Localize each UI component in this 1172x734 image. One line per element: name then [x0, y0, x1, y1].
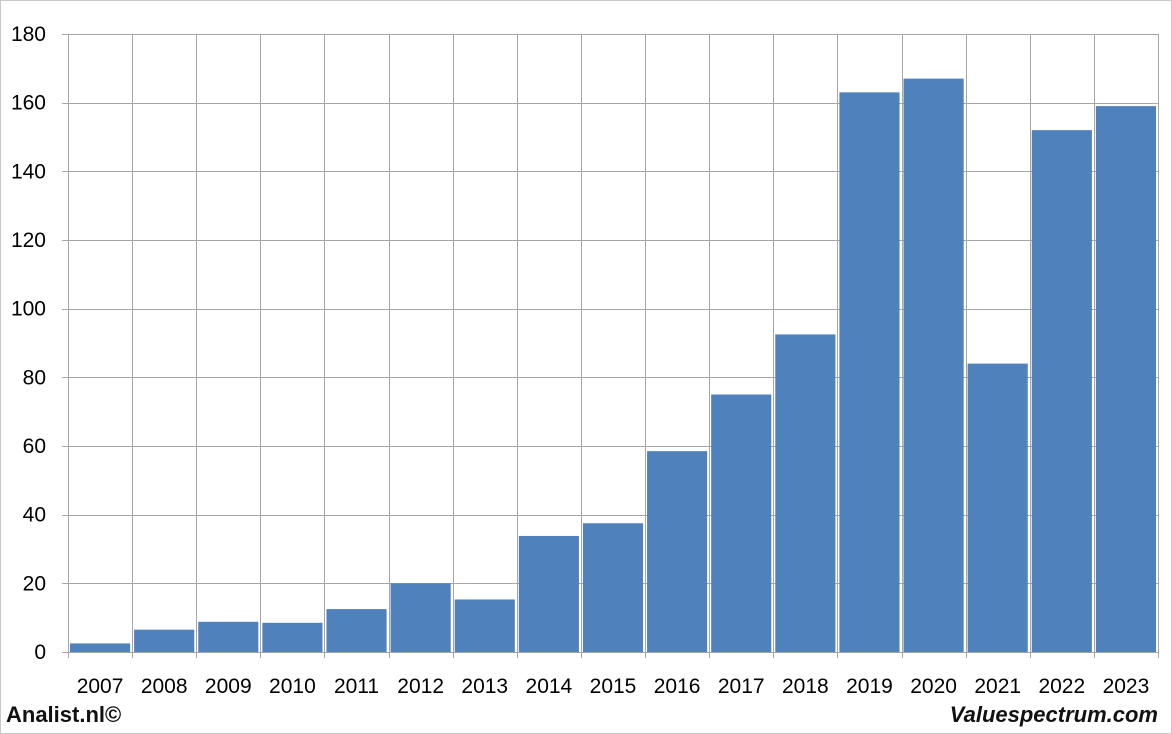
y-axis-tick-labels: 0 20 40 60 80 100 120 140 160 180 — [11, 23, 46, 664]
bar-2007 — [70, 643, 131, 652]
bar-2011 — [326, 609, 387, 652]
bar-2010 — [262, 622, 323, 652]
bar-2019 — [839, 92, 900, 652]
x-tick-label: 2021 — [974, 675, 1021, 698]
bar-2020 — [903, 78, 964, 653]
y-tick-label: 140 — [11, 160, 46, 183]
bar-2021 — [967, 363, 1028, 652]
bar-2017 — [711, 394, 772, 652]
x-tick-label: 2020 — [910, 675, 957, 698]
x-tick-label: 2012 — [397, 675, 444, 698]
x-tick-label: 2009 — [205, 675, 252, 698]
grid-lines — [62, 34, 1159, 658]
footer-brand-label: Valuespectrum.com — [949, 702, 1158, 727]
y-tick-label: 20 — [23, 572, 46, 595]
y-tick-label: 40 — [23, 504, 46, 527]
x-tick-label: 2008 — [141, 675, 188, 698]
y-tick-label: 120 — [11, 229, 46, 252]
bar-2008 — [134, 629, 195, 652]
x-tick-label: 2017 — [718, 675, 765, 698]
bar-2022 — [1031, 130, 1092, 653]
x-tick-label: 2019 — [846, 675, 893, 698]
x-tick-label: 2010 — [269, 675, 316, 698]
x-tick-label: 2023 — [1103, 675, 1150, 698]
bar-2014 — [518, 535, 579, 652]
x-axis-tick-labels: 2007 2008 2009 2010 2011 2012 2013 2014 2015 2016… — [77, 675, 1150, 698]
footer-source-label: Analist.nl© — [6, 702, 122, 727]
y-tick-label: 160 — [11, 92, 46, 115]
x-tick-label: 2022 — [1038, 675, 1085, 698]
x-tick-label: 2014 — [526, 675, 573, 698]
x-tick-label: 2016 — [654, 675, 701, 698]
y-tick-label: 0 — [34, 641, 46, 664]
y-tick-label: 80 — [23, 366, 46, 389]
bars — [70, 78, 1156, 653]
bar-2016 — [647, 451, 708, 652]
bar-2009 — [198, 621, 259, 652]
x-tick-label: 2018 — [782, 675, 829, 698]
y-tick-label: 180 — [11, 23, 46, 46]
x-tick-label: 2011 — [334, 675, 379, 698]
x-tick-label: 2007 — [77, 675, 124, 698]
bar-2023 — [1095, 106, 1156, 653]
bar-2018 — [775, 334, 836, 652]
y-tick-label: 100 — [11, 298, 46, 321]
x-tick-label: 2015 — [590, 675, 637, 698]
bar-2015 — [582, 523, 644, 652]
x-tick-label: 2013 — [461, 675, 508, 698]
bar-2013 — [454, 599, 515, 652]
bar-2012 — [390, 583, 451, 652]
y-tick-label: 60 — [23, 435, 46, 458]
